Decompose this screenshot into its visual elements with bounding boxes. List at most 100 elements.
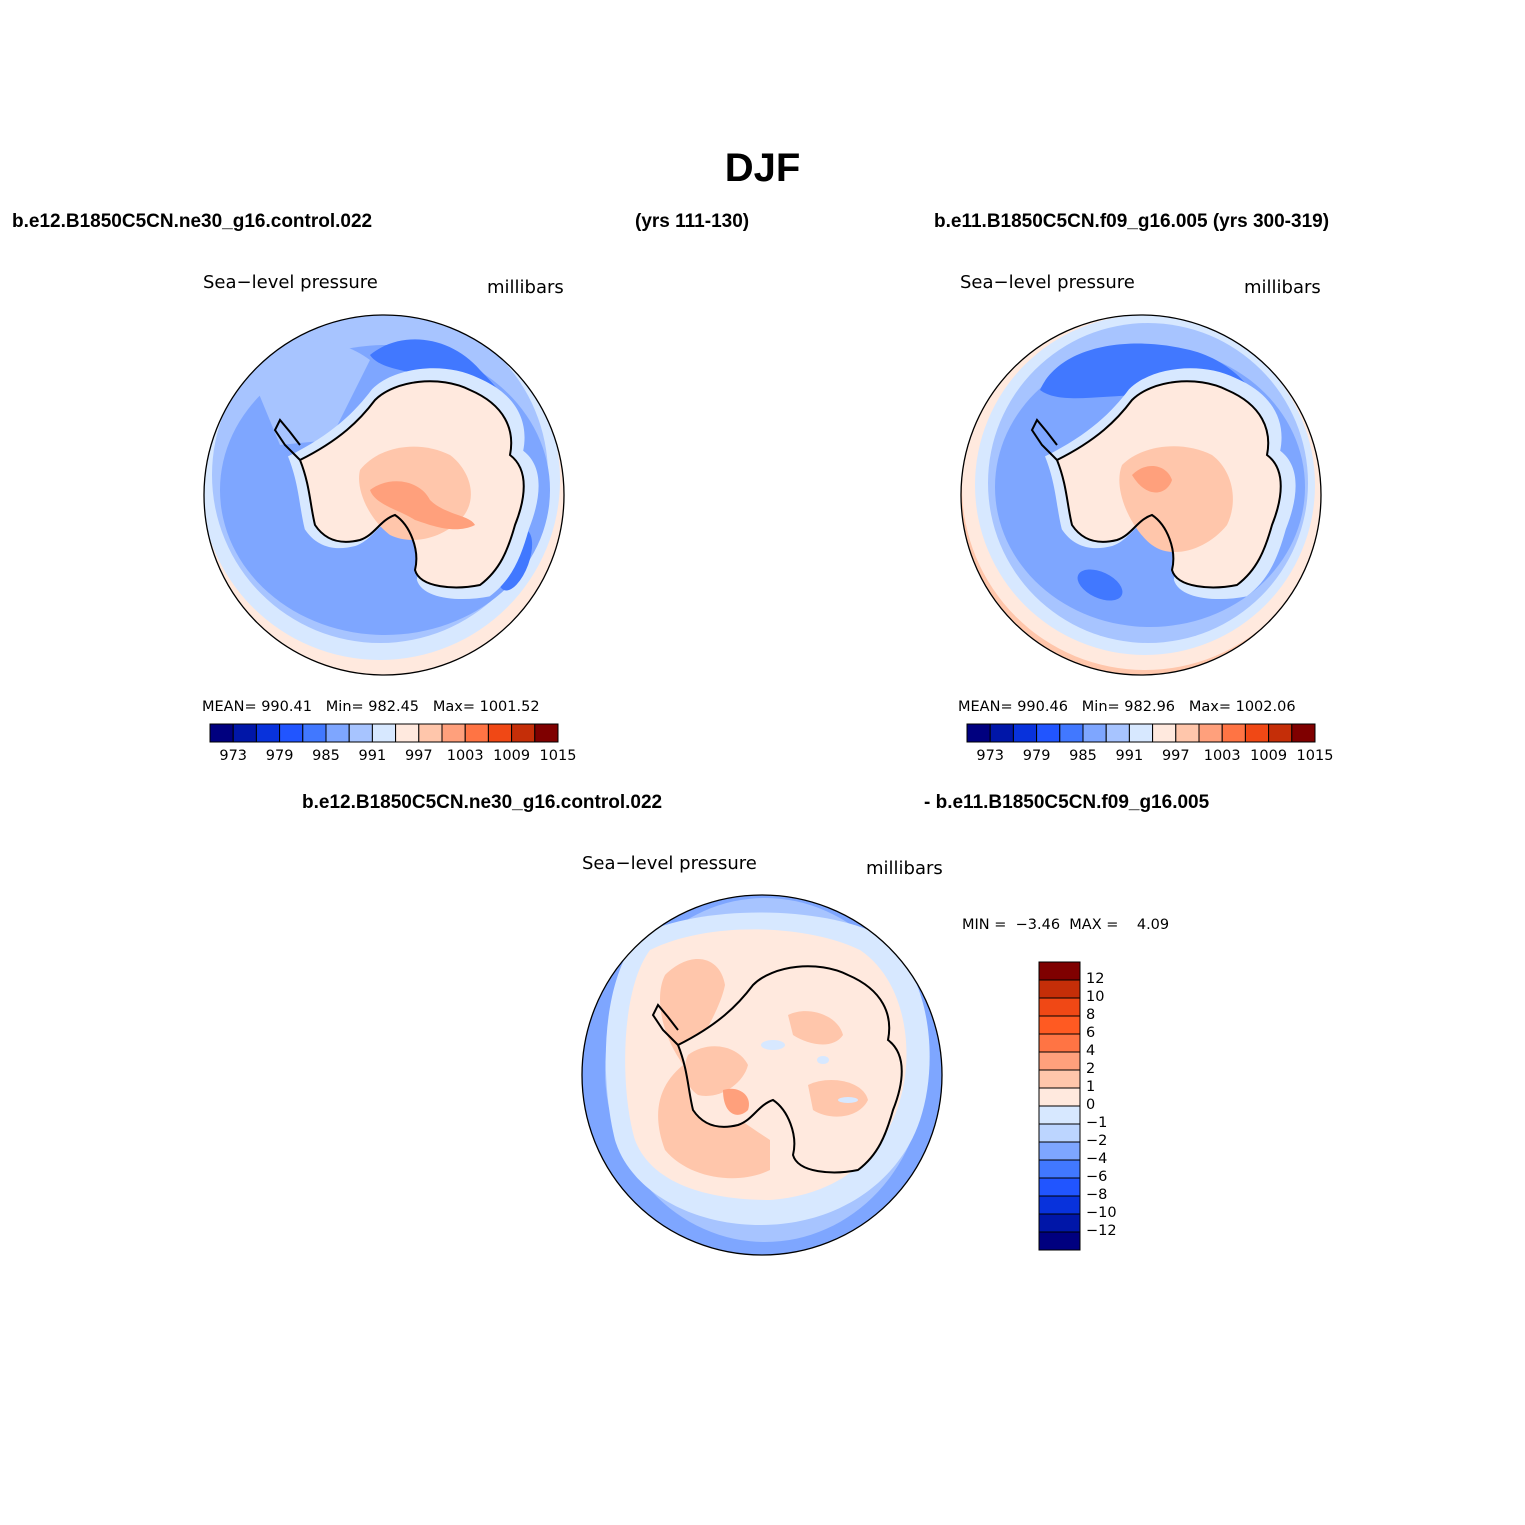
panel1-colorbar-tick-3: 991 xyxy=(358,748,387,764)
panel1-map xyxy=(203,314,565,676)
panel3-patch-d xyxy=(723,1088,749,1115)
panel3-colorbar-box-7 xyxy=(1038,1087,1081,1107)
panel3-max-value: 4.09 xyxy=(1136,917,1170,933)
panel2-map xyxy=(960,314,1322,676)
panel1-stats: MEAN= 990.41 Min= 982.45 Max= 1001.52 xyxy=(202,699,540,715)
panel3-colorbar-tick-3: 6 xyxy=(1086,1025,1096,1041)
panel2-max-label: Max= xyxy=(1188,699,1231,715)
panel3-colorbar-box-12 xyxy=(1038,1177,1081,1197)
panel1-colorbar-tick-7: 1015 xyxy=(539,748,577,764)
panel1-colorbar-tick-4: 997 xyxy=(404,748,433,764)
panel1-colorbar-tick-1: 979 xyxy=(265,748,294,764)
panel2-colorbar-box-0 xyxy=(966,723,991,743)
panel1-colorbar-tick-6: 1009 xyxy=(493,748,531,764)
panel3-colorbar-tick-10: −4 xyxy=(1086,1151,1108,1167)
panel1-colorbar-box-5 xyxy=(325,723,350,743)
panel3-colorbar-tick-12: −8 xyxy=(1086,1187,1108,1203)
panel3-colorbar-box-0 xyxy=(1038,961,1081,981)
panel2-colorbar-tick-2: 985 xyxy=(1069,748,1097,764)
panel2-trough-bottom xyxy=(1077,569,1123,601)
panel2-colorbar-box-10 xyxy=(1198,723,1223,743)
panel2-colorbar-box-5 xyxy=(1082,723,1107,743)
panel2-colorbar-box-11 xyxy=(1221,723,1246,743)
panel1-colorbar-box-0 xyxy=(209,723,234,743)
panel2-stats: MEAN= 990.46 Min= 982.96 Max= 1002.06 xyxy=(958,699,1296,715)
panel2-mean-value: 990.46 xyxy=(1017,699,1068,715)
panel1-max-value: 1001.52 xyxy=(479,699,540,715)
panel1-colorbar-tick-0: 973 xyxy=(219,748,248,764)
panel2-colorbar-box-8 xyxy=(1152,723,1177,743)
panel1-colorbar-box-8 xyxy=(395,723,420,743)
panel2-case-name: b.e11.B1850C5CN.f09_g16.005 (yrs 300-319… xyxy=(934,211,1330,232)
panel2-colorbar-tick-6: 1009 xyxy=(1250,748,1288,764)
panel1-trough-top xyxy=(370,339,523,450)
panel1-colorbar-tick-5: 1003 xyxy=(446,748,484,764)
panel3-colorbar-box-3 xyxy=(1038,1015,1081,1035)
panel2-min-value: 982.96 xyxy=(1124,699,1176,715)
panel2-colorbar-box-9 xyxy=(1175,723,1200,743)
panel3-case-name-b: - b.e11.B1850C5CN.f09_g16.005 xyxy=(924,792,1210,813)
panel2-colorbar-box-1 xyxy=(989,723,1014,743)
panel3-max-label: MAX = xyxy=(1069,917,1119,933)
panel2-colorbar-tick-4: 997 xyxy=(1161,748,1190,764)
panel3-case-name-a: b.e12.B1850C5CN.ne30_g16.control.022 xyxy=(302,792,663,813)
panel1-max-label: Max= xyxy=(432,699,475,715)
panel3-colorbar-box-10 xyxy=(1038,1141,1081,1161)
panel2-colorbar xyxy=(966,723,1316,743)
panel1-colorbar-box-10 xyxy=(441,723,466,743)
panel2-variable-label: Sea−level pressure xyxy=(960,272,1135,293)
panel2-colorbar-tick-7: 1015 xyxy=(1296,748,1334,764)
panel2-colorbar-tick-3: 991 xyxy=(1115,748,1144,764)
panel2-max-value: 1002.06 xyxy=(1235,699,1296,715)
panel1-plateau-peak xyxy=(370,481,475,530)
panel2-colorbar-tick-1: 979 xyxy=(1022,748,1051,764)
panel1-min-label: Min= xyxy=(325,699,364,715)
panel3-map-border xyxy=(581,894,943,1256)
panel1-colorbar-box-7 xyxy=(371,723,397,743)
panel1-colorbar-box-9 xyxy=(418,723,443,743)
panel1-variable-label: Sea−level pressure xyxy=(203,272,378,293)
panel3-map xyxy=(581,894,943,1256)
panel3-colorbar-tick-2: 8 xyxy=(1086,1007,1096,1023)
panel1-colorbar-box-2 xyxy=(255,723,281,743)
panel3-colorbar-box-11 xyxy=(1038,1159,1081,1179)
panel3-colorbar-tick-1: 10 xyxy=(1086,989,1105,1005)
panel2-mean-label: MEAN= xyxy=(958,699,1013,715)
panel3-colorbar-box-15 xyxy=(1038,1231,1081,1251)
panel2-colorbar-box-3 xyxy=(1036,723,1061,743)
panel3-colorbar-box-2 xyxy=(1038,997,1081,1017)
panel3-neg-patch-b xyxy=(817,1056,829,1064)
panel1-years: (yrs 111-130) xyxy=(635,211,750,232)
panel3-colorbar-box-4 xyxy=(1038,1033,1081,1053)
panel3-colorbar-tick-13: −10 xyxy=(1086,1205,1117,1221)
panel1-min-value: 982.45 xyxy=(368,699,420,715)
panel2-colorbar-box-7 xyxy=(1128,723,1154,743)
panel3-colorbar-tick-14: −12 xyxy=(1086,1223,1117,1239)
panel3-min-label: MIN = xyxy=(962,917,1007,933)
panel3-colorbar-tick-0: 12 xyxy=(1086,971,1105,987)
panel2-colorbar-box-6 xyxy=(1105,723,1130,743)
panel1-wedge-light xyxy=(245,341,370,445)
panel3-colorbar-box-14 xyxy=(1038,1213,1081,1233)
panel1-map-border xyxy=(203,314,565,676)
panel2-units-label: millibars xyxy=(1244,277,1321,298)
panel1-colorbar-box-14 xyxy=(534,723,559,743)
panel1-colorbar-box-3 xyxy=(279,723,304,743)
panel2-colorbar-tick-5: 1003 xyxy=(1203,748,1241,764)
panel3-colorbar-box-13 xyxy=(1038,1195,1081,1215)
panel2-plateau-peak xyxy=(1132,465,1172,493)
panel1-colorbar-box-1 xyxy=(232,723,257,743)
panel3-colorbar-tick-5: 2 xyxy=(1086,1061,1096,1077)
panel3-colorbar-tick-6: 1 xyxy=(1086,1079,1096,1095)
panel1-colorbar xyxy=(209,723,559,743)
panel3-colorbar-tick-7: 0 xyxy=(1086,1097,1096,1113)
panel3-colorbar xyxy=(1038,961,1081,1251)
panel2-map-border xyxy=(960,314,1322,676)
panel3-min-value: −3.46 xyxy=(1015,917,1061,933)
panel2-colorbar-box-4 xyxy=(1059,723,1084,743)
panel3-units-label: millibars xyxy=(866,858,943,879)
figure-title: DJF xyxy=(724,146,801,190)
panel3-neg-patch-c xyxy=(838,1097,858,1103)
panel1-colorbar-box-13 xyxy=(511,723,536,743)
